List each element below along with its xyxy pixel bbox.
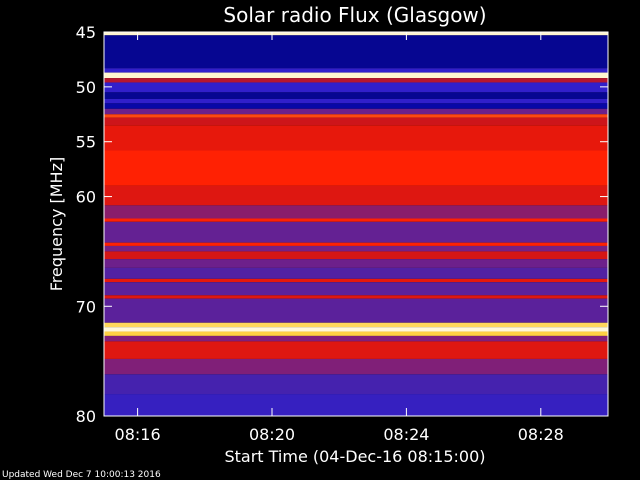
frequency-band [104,327,608,332]
y-tick-label: 60 [76,188,96,207]
y-tick-label: 70 [76,297,96,316]
x-tick-label: 08:16 [115,425,161,444]
frequency-band [104,242,608,246]
frequency-band [104,150,608,186]
frequency-band [104,374,608,395]
frequency-band [104,358,608,375]
x-tick-label: 08:28 [518,425,564,444]
frequency-band [104,92,608,99]
frequency-band [104,35,608,69]
frequency-band [104,117,608,126]
plot-area [104,32,608,416]
y-tick-label: 80 [76,407,96,426]
y-axis: 45 50 55 60 70 80 [76,23,608,426]
frequency-band [104,98,608,104]
frequency-band [104,259,608,268]
frequency-band [104,335,608,342]
frequency-band [104,322,608,328]
updated-timestamp: Updated Wed Dec 7 10:00:13 2016 [2,470,161,480]
frequency-band [104,298,608,323]
y-tick-label: 50 [76,78,96,97]
frequency-band [104,331,608,336]
chart-title: Solar radio Flux (Glasgow) [223,3,486,27]
frequency-band [104,125,608,151]
frequency-band [104,72,608,79]
frequency-band [104,394,608,416]
x-tick-label: 08:20 [249,425,295,444]
frequency-band [104,295,608,299]
frequency-band [104,82,608,93]
y-tick-label: 45 [76,23,96,42]
frequency-band [104,341,608,359]
frequency-band [104,282,608,296]
frequency-band [104,245,608,252]
frequency-band [104,221,608,243]
y-axis-label: Frequency [MHz] [47,157,66,291]
frequency-band [104,114,608,118]
frequency-band [104,267,608,279]
frequency-band [104,205,608,219]
frequency-band [104,32,608,36]
plot-frame [103,31,609,417]
frequency-band [104,185,608,206]
frequency-band [104,103,608,109]
frequency-band [104,278,608,283]
x-axis-label: Start Time (04-Dec-16 08:15:00) [224,447,485,466]
frequency-band [104,108,608,115]
frequency-band [104,251,608,260]
x-axis: 08:16 08:20 08:24 08:28 [115,32,564,444]
x-tick-label: 08:24 [383,425,429,444]
frequency-band [104,68,608,73]
frequency-band [104,78,608,83]
frequency-band [104,218,608,222]
y-tick-label: 55 [76,133,96,152]
